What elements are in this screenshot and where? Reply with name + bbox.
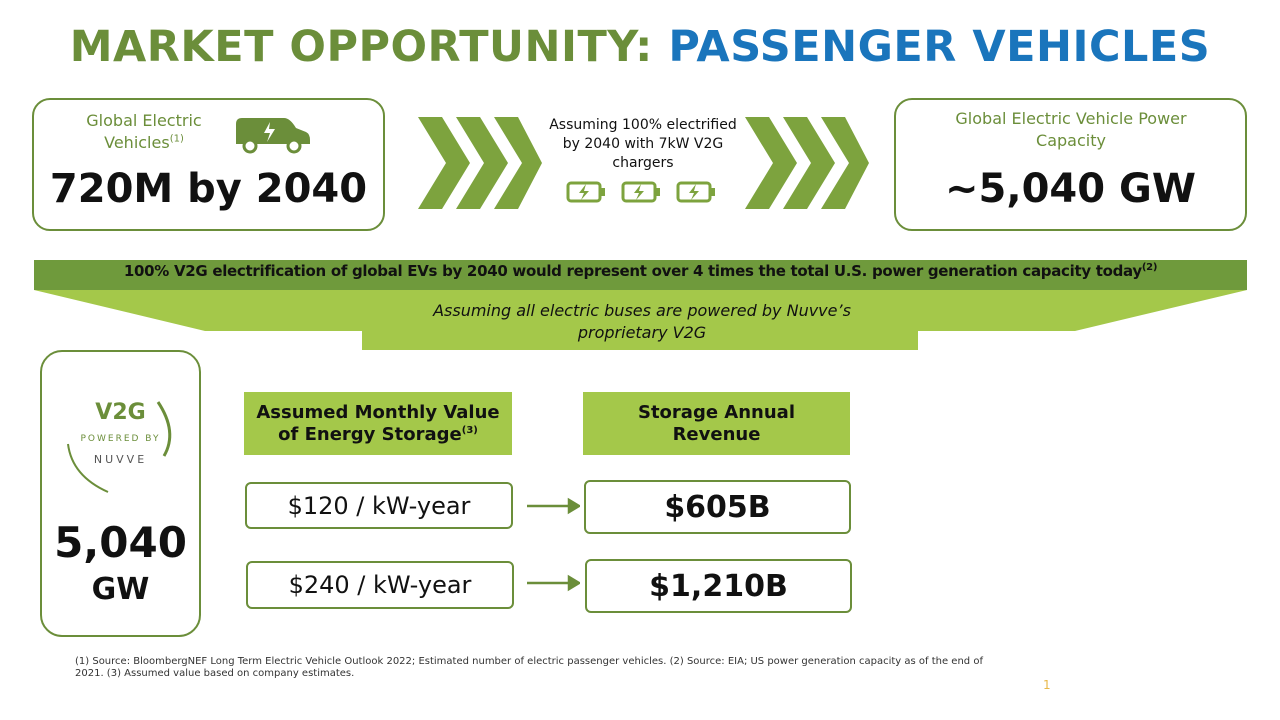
ev-value: 720M by 2040 bbox=[49, 166, 368, 212]
note: (2) bbox=[1141, 262, 1158, 273]
ev-box: Global Electric Vehicles(1) 720M by 2040 bbox=[32, 98, 385, 231]
ev-label: Global Electric Vehicles(1) bbox=[64, 110, 224, 154]
header: Assumed Monthly Value of Energy Storage(… bbox=[244, 392, 512, 455]
banner-text: 100% V2G electrification of global EVs b… bbox=[123, 262, 1142, 280]
page-number: 1 bbox=[1043, 678, 1051, 692]
logo-sub: POWERED BY bbox=[80, 434, 161, 444]
header-text: Assumed Monthly Value of Energy Storage(… bbox=[244, 402, 512, 446]
funnel-text: Assuming all electric buses are powered … bbox=[433, 301, 851, 342]
note: (3) bbox=[461, 424, 478, 436]
van-icon bbox=[236, 118, 310, 154]
title-part: PASSENGER VEHICLES bbox=[668, 22, 1211, 72]
capacity-value: ~5,040 GW bbox=[945, 166, 1196, 212]
header: Storage Annual Revenue bbox=[583, 392, 850, 455]
title-part: MARKET OPPORTUNITY: bbox=[69, 22, 653, 72]
capsule-value: 5,040 bbox=[54, 518, 187, 567]
value-cell: $120 / kW-year bbox=[245, 482, 513, 529]
revenue-cell: $605B bbox=[584, 480, 851, 534]
note: (1) bbox=[169, 133, 184, 145]
middle-text: Assuming 100% electrified by 2040 with 7… bbox=[549, 117, 737, 171]
value-cell: $240 / kW-year bbox=[246, 561, 514, 609]
charger-icons bbox=[566, 181, 715, 203]
funnel bbox=[34, 260, 1247, 350]
revenue-cell: $1,210B bbox=[585, 559, 852, 613]
chevrons bbox=[745, 117, 869, 209]
logo-mark: V2G bbox=[95, 400, 146, 425]
chevrons bbox=[418, 117, 542, 209]
title: MARKET OPPORTUNITY: PASSENGER VEHICLES bbox=[0, 22, 1280, 72]
footnote: (1) Source: BloombergNEF Long Term Elect… bbox=[75, 656, 983, 679]
arrows bbox=[527, 497, 580, 592]
capsule: V2G POWERED BY NUVVE 5,040 GW bbox=[40, 350, 201, 637]
banner: 100% V2G electrification of global EVs b… bbox=[34, 262, 1247, 280]
capacity-box: Global Electric Vehicle Power Capacity ~… bbox=[894, 98, 1247, 231]
capacity-label: Global Electric Vehicle Power Capacity bbox=[955, 109, 1187, 150]
label-text: Global Electric Vehicles bbox=[86, 111, 202, 152]
header-label: Assumed Monthly Value of Energy Storage bbox=[256, 401, 500, 445]
logo-arc bbox=[67, 401, 172, 493]
header-label: Storage Annual Revenue bbox=[637, 401, 795, 445]
logo-brand: NUVVE bbox=[93, 453, 148, 466]
capsule-unit: GW bbox=[91, 572, 150, 607]
